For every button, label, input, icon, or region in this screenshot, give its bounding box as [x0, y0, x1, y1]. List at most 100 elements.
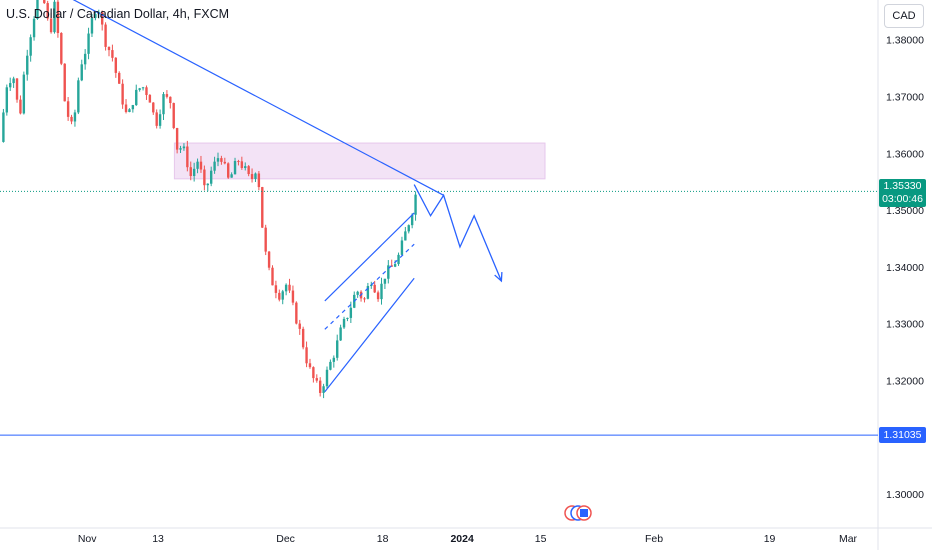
- candle-body-86: [295, 302, 298, 324]
- candle-body-120: [410, 214, 414, 226]
- candle-body-70: [240, 161, 244, 168]
- candle-body-24: [83, 53, 87, 65]
- candle-body-91: [312, 367, 315, 379]
- chart-title: U.S. Dollar / Canadian Dollar, 4h, FXCM: [6, 7, 230, 21]
- candle-body-22: [77, 80, 80, 113]
- candle-body-7: [26, 55, 29, 75]
- candle-body-8: [29, 37, 32, 56]
- candle-body-84: [288, 284, 291, 291]
- candle-body-67: [230, 174, 233, 178]
- candle-body-9: [32, 18, 36, 38]
- candle-body-74: [254, 173, 257, 179]
- candle-body-79: [271, 267, 274, 286]
- candle-body-20: [70, 116, 73, 122]
- candle-body-116: [397, 254, 400, 265]
- candle-body-52: [179, 148, 182, 150]
- candle-body-51: [175, 128, 179, 150]
- events-flag-icon-square: [580, 509, 588, 517]
- candle-body-88: [301, 328, 305, 348]
- candle-body-40: [138, 88, 141, 90]
- candle-body-102: [349, 307, 353, 318]
- price-tick-5: 1.33000: [886, 319, 924, 331]
- candle-body-46: [158, 114, 162, 126]
- currency-button[interactable]: CAD: [884, 4, 924, 28]
- time-axis[interactable]: Nov 13 Dec 18 2024 15 Feb 19 Mar: [78, 533, 858, 545]
- candle-body-73: [250, 174, 254, 179]
- price-tick-1: 1.37000: [886, 92, 924, 104]
- plot-area[interactable]: [0, 0, 878, 528]
- candle-body-107: [366, 286, 370, 299]
- candle-body-18: [63, 63, 66, 102]
- candle-body-111: [380, 283, 383, 300]
- candle-body-81: [278, 292, 281, 300]
- candle-body-23: [80, 64, 83, 81]
- candle-body-39: [135, 89, 138, 106]
- time-tick-3: 18: [377, 533, 389, 545]
- candle-body-118: [404, 231, 407, 241]
- horizontal-level-tag: 1.31035: [879, 427, 926, 444]
- price-tick-4: 1.34000: [886, 262, 924, 274]
- candle-body-119: [407, 225, 410, 232]
- candle-body-27: [94, 14, 97, 19]
- candle-body-3: [12, 78, 15, 84]
- countdown-timer: 03:00:46: [882, 193, 923, 206]
- candle-body-47: [162, 94, 165, 115]
- candle-body-41: [141, 87, 145, 89]
- price-tick-6: 1.32000: [886, 375, 924, 387]
- candle-body-43: [148, 95, 152, 103]
- candle-body-21: [73, 112, 77, 122]
- candle-body-72: [247, 166, 250, 175]
- candle-body-121: [414, 194, 417, 215]
- candle-body-97: [332, 357, 336, 362]
- candle-body-94: [322, 386, 325, 393]
- candle-body-53: [182, 146, 186, 149]
- candle-body-17: [60, 33, 63, 64]
- candle-body-66: [227, 163, 230, 178]
- candle-body-69: [237, 161, 240, 163]
- candle-body-62: [213, 161, 216, 171]
- price-tick-0: 1.38000: [886, 35, 924, 47]
- candle-body-83: [284, 284, 288, 292]
- candle-body-117: [400, 240, 404, 255]
- candle-body-96: [329, 361, 332, 370]
- candle-body-80: [274, 285, 278, 293]
- candle-body-78: [267, 251, 271, 268]
- time-tick-5: 15: [535, 533, 547, 545]
- current-price-value: 1.35330: [883, 180, 922, 193]
- time-tick-0: Nov: [78, 533, 97, 545]
- candle-body-112: [383, 278, 387, 284]
- time-tick-2: Dec: [276, 533, 295, 545]
- candle-body-60: [206, 183, 209, 186]
- candle-body-14: [49, 18, 53, 33]
- candle-body-77: [264, 227, 267, 252]
- price-tick-2: 1.36000: [886, 148, 924, 160]
- candle-body-30: [104, 24, 107, 47]
- candle-body-49: [169, 96, 172, 104]
- candle-body-29: [100, 12, 104, 25]
- candle-body-34: [118, 72, 121, 84]
- candle-body-63: [216, 158, 220, 162]
- candle-body-16: [56, 1, 60, 34]
- candle-body-54: [186, 146, 189, 168]
- resistance-zone: [173, 142, 546, 180]
- projection-arrowhead: [494, 272, 503, 283]
- candle-body-15: [53, 1, 56, 33]
- candle-body-42: [145, 87, 148, 96]
- candle-body-98: [336, 340, 339, 358]
- events-flag-icon[interactable]: [564, 505, 592, 521]
- candle-body-10: [36, 0, 39, 19]
- time-tick-8: Mar: [839, 533, 858, 545]
- candle-body-90: [308, 363, 312, 368]
- drawings-group: [0, 0, 878, 436]
- candle-body-104: [356, 291, 359, 295]
- candle-body-0: [2, 112, 5, 142]
- candle-body-19: [66, 101, 70, 117]
- candle-body-58: [199, 161, 203, 170]
- candle-body-33: [114, 57, 118, 73]
- candle-body-1: [5, 87, 9, 113]
- price-axis[interactable]: 1.38000 1.37000 1.36000 1.35000 1.34000 1.330…: [886, 35, 924, 501]
- candle-body-109: [373, 284, 376, 293]
- price-tick-8: 1.30000: [886, 489, 924, 501]
- candle-body-93: [318, 380, 322, 393]
